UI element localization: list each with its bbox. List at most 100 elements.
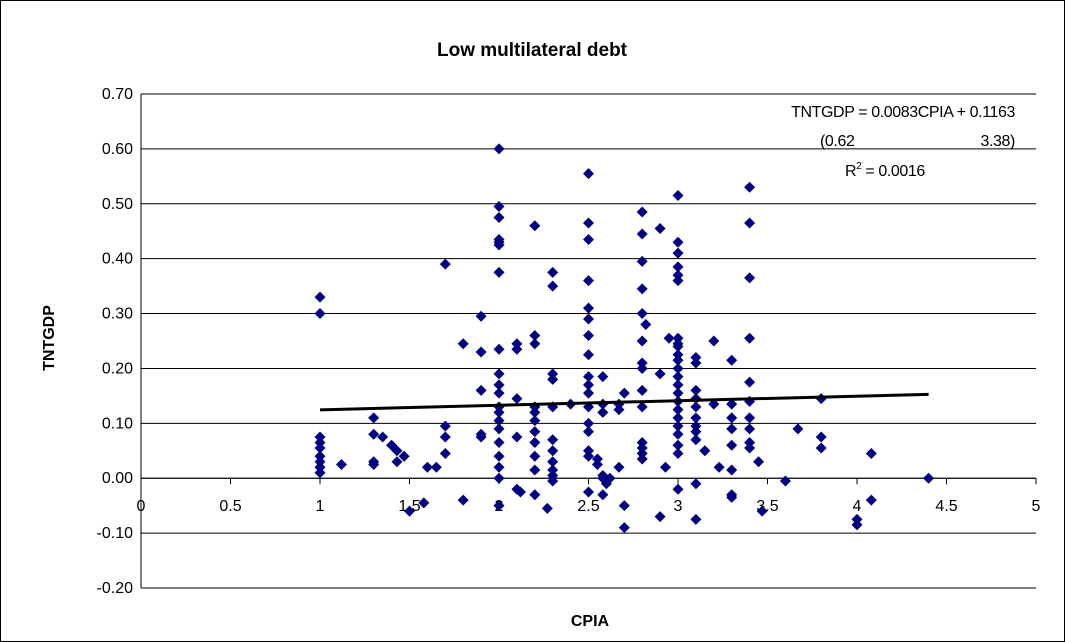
data-point bbox=[690, 426, 702, 438]
data-point bbox=[583, 302, 594, 314]
data-point bbox=[547, 373, 559, 385]
data-point bbox=[511, 431, 523, 443]
data-point bbox=[547, 445, 559, 457]
y-tick-label: -0.10 bbox=[97, 525, 134, 542]
data-point bbox=[475, 384, 487, 396]
data-point bbox=[439, 448, 451, 460]
data-point bbox=[636, 384, 648, 396]
data-point bbox=[583, 313, 594, 325]
x-tick-labels: 00.511.522.533.544.55 bbox=[137, 478, 1041, 515]
data-point bbox=[744, 442, 756, 454]
data-point bbox=[529, 415, 541, 427]
data-point bbox=[404, 505, 415, 517]
data-point bbox=[663, 332, 675, 344]
data-point bbox=[541, 502, 553, 514]
y-tick-label: 0.10 bbox=[102, 415, 133, 432]
data-point bbox=[672, 448, 684, 460]
data-point bbox=[865, 448, 877, 460]
data-point bbox=[583, 371, 594, 383]
data-point bbox=[493, 423, 505, 435]
data-point bbox=[672, 354, 684, 366]
data-point bbox=[636, 401, 648, 413]
data-point bbox=[708, 335, 720, 347]
data-point bbox=[457, 494, 469, 506]
data-point bbox=[368, 459, 380, 470]
data-point bbox=[744, 272, 756, 284]
y-tick-label: 0.70 bbox=[102, 86, 133, 103]
data-point bbox=[636, 206, 648, 218]
data-point bbox=[529, 406, 541, 418]
data-point bbox=[744, 423, 756, 435]
y-tick-label: 0.30 bbox=[102, 306, 133, 323]
data-point bbox=[529, 220, 541, 232]
regression-equation: TNTGDP = 0.0083CPIA + 0.1163 bbox=[791, 104, 1015, 121]
data-point bbox=[493, 406, 505, 418]
data-point bbox=[636, 283, 648, 295]
data-point bbox=[583, 379, 594, 391]
data-point bbox=[865, 494, 877, 506]
y-tick-labels: 0.70 0.60 0.50 0.40 0.30 0.20 0.10 0.00 -0.10 -0.… bbox=[97, 86, 134, 597]
data-point bbox=[604, 472, 616, 484]
data-point bbox=[583, 450, 594, 462]
data-point bbox=[439, 420, 451, 432]
r-squared: R2 = 0.0016 bbox=[845, 161, 925, 180]
data-point bbox=[672, 420, 684, 432]
data-point bbox=[475, 346, 487, 358]
data-point bbox=[744, 376, 756, 388]
data-point bbox=[493, 415, 505, 427]
data-point bbox=[744, 412, 756, 424]
chart-title: Low multilateral debt bbox=[437, 40, 628, 61]
data-point bbox=[726, 439, 738, 451]
data-point bbox=[690, 401, 702, 413]
data-point bbox=[493, 239, 505, 251]
data-point bbox=[744, 217, 756, 229]
data-point bbox=[418, 497, 430, 509]
data-point bbox=[672, 362, 684, 374]
data-point bbox=[547, 475, 559, 487]
data-point bbox=[439, 258, 451, 270]
r-squared-value: = 0.0016 bbox=[861, 163, 925, 180]
data-point bbox=[726, 423, 738, 435]
data-point bbox=[391, 456, 403, 468]
data-point bbox=[815, 431, 827, 443]
y-tick-label: 0.60 bbox=[102, 141, 133, 158]
r-squared-superscript: 2 bbox=[856, 161, 862, 172]
data-point bbox=[514, 486, 526, 498]
data-point bbox=[672, 190, 684, 202]
data-point bbox=[636, 228, 648, 240]
data-point bbox=[597, 406, 609, 418]
y-tick-label: 0.50 bbox=[102, 196, 133, 213]
data-point bbox=[672, 483, 684, 495]
x-tick-label: 0 bbox=[137, 498, 146, 515]
data-point bbox=[493, 437, 505, 449]
data-point bbox=[529, 338, 541, 350]
data-point bbox=[493, 368, 505, 380]
data-point bbox=[377, 431, 389, 443]
data-point bbox=[475, 431, 487, 443]
data-point bbox=[583, 387, 594, 399]
data-point bbox=[547, 266, 559, 278]
data-point bbox=[511, 393, 523, 405]
data-point bbox=[529, 437, 541, 449]
data-point bbox=[597, 489, 609, 501]
data-point bbox=[851, 519, 863, 531]
t-stat-left: (0.62 bbox=[820, 133, 855, 150]
data-point bbox=[583, 486, 594, 498]
data-point bbox=[368, 428, 380, 440]
data-point bbox=[398, 450, 410, 462]
data-point bbox=[335, 459, 347, 470]
data-point bbox=[815, 442, 827, 454]
data-point bbox=[672, 247, 684, 259]
data-point bbox=[457, 338, 469, 350]
data-point bbox=[779, 475, 791, 487]
x-tick-label: 0.5 bbox=[219, 498, 241, 515]
y-axis-label: TNTGDP bbox=[41, 305, 58, 371]
data-point bbox=[547, 434, 559, 446]
x-tick-label: 4 bbox=[853, 498, 862, 515]
data-point bbox=[636, 335, 648, 347]
data-point bbox=[529, 330, 541, 342]
data-point bbox=[613, 404, 625, 416]
data-point bbox=[672, 439, 684, 451]
data-point bbox=[591, 459, 603, 470]
data-point bbox=[493, 387, 505, 399]
